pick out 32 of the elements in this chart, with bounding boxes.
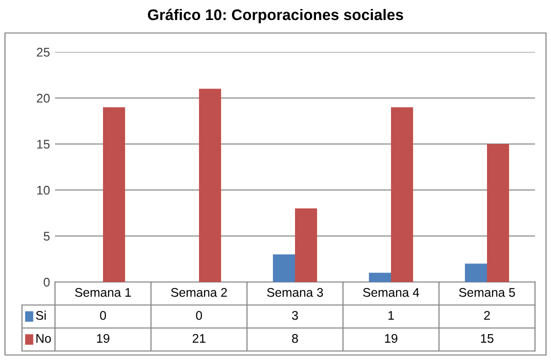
data-label: 19 [97,334,110,343]
bar [487,144,510,282]
y-tick-label: 25 [36,48,50,57]
bar [199,88,222,282]
y-tick-label: 5 [44,232,50,241]
y-tick-label: 15 [37,140,50,149]
x-tick-label: Semana 4 [363,288,420,297]
data-label: 1 [388,311,394,320]
data-label: 0 [196,311,202,320]
data-label: 21 [192,334,206,343]
bar [368,272,391,282]
bar [103,107,126,282]
chart-title: Gráfico 10: Corporaciones sociales [148,8,404,24]
data-label: 8 [292,334,298,343]
x-tick-label: Semana 2 [171,288,227,297]
bar [391,107,414,282]
data-label: 19 [385,334,398,343]
bar [295,208,318,282]
y-tick-label: 0 [44,278,50,287]
legend-label: No [36,334,51,343]
data-label: 2 [484,311,490,320]
data-label: 0 [100,311,106,320]
x-tick-label: Semana 5 [459,288,515,297]
y-tick-label: 20 [36,94,50,103]
y-tick-label: 10 [37,186,50,195]
x-tick-label: Semana 1 [75,288,131,297]
bar [272,254,295,282]
data-label: 3 [292,311,298,320]
bar [464,264,487,282]
data-label: 15 [481,334,494,343]
legend-label: Si [36,310,46,320]
x-tick-label: Semana 3 [267,288,323,297]
